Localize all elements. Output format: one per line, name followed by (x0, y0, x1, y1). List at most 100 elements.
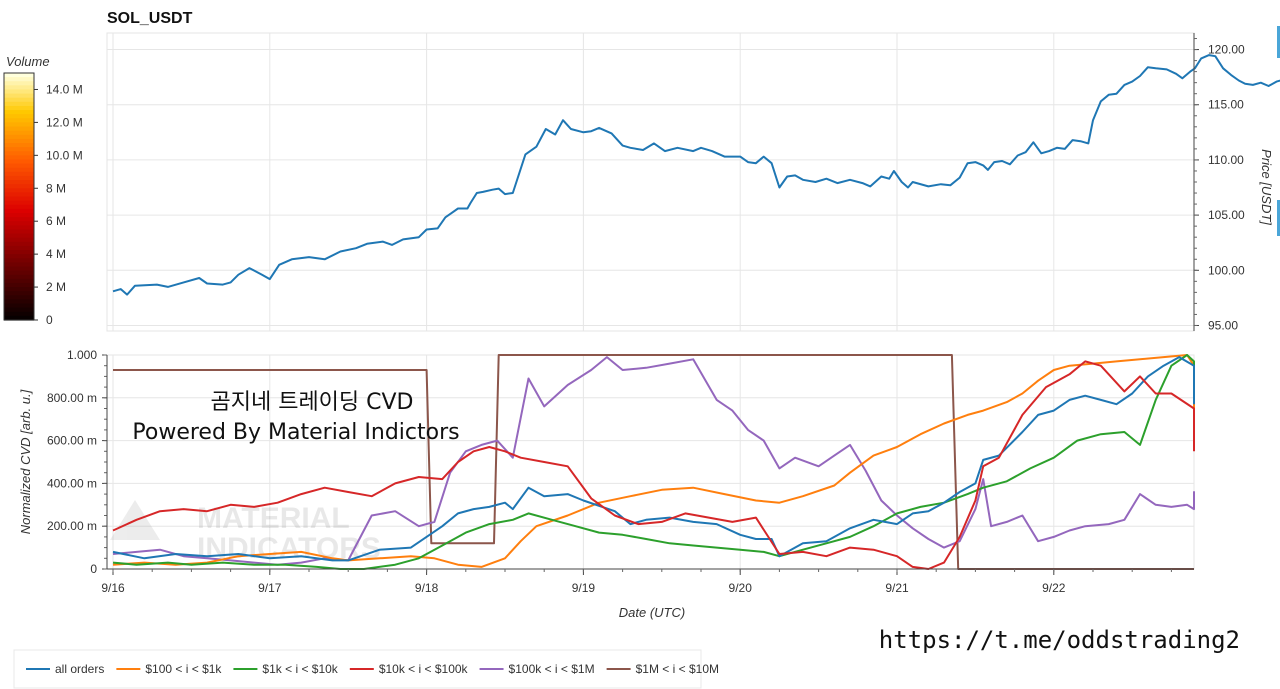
colorbar-segment (4, 155, 34, 161)
cvd-lines (112, 354, 1195, 570)
colorbar-segment (4, 266, 34, 272)
colorbar-tick-label: 4 M (46, 247, 66, 261)
cvd-y-tick-label: 600.00 m (47, 434, 97, 448)
price-panel: 95.00 100.00 105.00 110.00 115.00 120.00 Pric… (106, 32, 1280, 332)
cvd-line-s10k-100k (112, 360, 1195, 570)
colorbar-segment (4, 217, 34, 222)
colorbar-segment (4, 89, 34, 95)
colorbar-segment (4, 307, 34, 313)
volume-colorbar: Volume 0 2 M 4 M 6 M 8 M 10.0 M 12.0 M 14.0 M (3, 54, 83, 327)
colorbar-segment (4, 85, 34, 91)
colorbar-segment (4, 221, 34, 226)
colorbar-segment (4, 204, 34, 210)
colorbar-segment (4, 105, 34, 111)
price-y-tick-label: 110.00 (1208, 153, 1244, 167)
cvd-x-tick-label: 9/16 (101, 581, 125, 595)
colorbar-segment (4, 184, 34, 189)
colorbar-segment (4, 159, 34, 165)
colorbar-segment (4, 315, 34, 321)
footer-url[interactable]: https://t.me/oddstrading2 (879, 626, 1240, 654)
colorbar-tick-label: 10.0 M (46, 148, 83, 162)
colorbar-segment (4, 138, 34, 144)
price-line (112, 54, 1280, 296)
colorbar-segment (4, 114, 34, 119)
cvd-y-ticks: 0 200.00 m 400.00 m 600.00 m 800.00 m 1.000 (47, 348, 108, 576)
legend-label: all orders (55, 662, 104, 676)
colorbar-segment (4, 212, 34, 218)
legend-label: $100 < i < $1k (145, 662, 222, 676)
colorbar-segment (4, 175, 34, 181)
colorbar-segment (4, 299, 34, 305)
colorbar-segment (4, 126, 34, 132)
colorbar-tick-label: 14.0 M (46, 82, 83, 96)
colorbar-gradient (3, 72, 35, 321)
cvd-x-tick-label: 9/17 (258, 581, 282, 595)
colorbar-segment (4, 287, 34, 292)
colorbar-segment (4, 147, 34, 152)
cvd-y-tick-label: 800.00 m (47, 391, 97, 405)
colorbar-segment (4, 311, 34, 317)
price-series-line (112, 54, 1280, 296)
colorbar-tick-label: 8 M (46, 181, 66, 195)
colorbar-border (3, 72, 35, 321)
colorbar-segment (4, 101, 34, 107)
colorbar-segment (4, 171, 34, 177)
cvd-line-s100-1k (112, 354, 1195, 568)
colorbar-segment (4, 258, 34, 263)
colorbar-segment (4, 196, 34, 202)
overlay-subtitle: Powered By Material Indictors (132, 420, 459, 445)
colorbar-segment (4, 262, 34, 268)
price-y-label: Price [USDT] (1259, 149, 1274, 225)
colorbar-segment (4, 233, 34, 239)
colorbar-segment (4, 295, 34, 301)
overlay-title: 곰지네 트레이딩 CVD (210, 390, 413, 415)
colorbar-segment (4, 200, 34, 206)
price-plot-area (106, 32, 1195, 332)
colorbar-tick-label: 0 (46, 313, 53, 327)
price-y-tick-label: 120.00 (1208, 43, 1245, 57)
cvd-line-all-orders (112, 356, 1195, 562)
cvd-y-tick-label: 1.000 (67, 348, 97, 362)
colorbar-tick-label: 12.0 M (46, 115, 83, 129)
colorbar-segment (4, 122, 34, 128)
legend-label: $100k < i < $1M (509, 662, 595, 676)
colorbar-segment (4, 225, 34, 231)
legend-label: $1M < i < $10M (636, 662, 719, 676)
colorbar-segment (4, 254, 34, 259)
colorbar-segment (4, 270, 34, 276)
colorbar-segment (4, 208, 34, 214)
colorbar-segment (4, 134, 34, 140)
cvd-x-tick-label: 9/20 (729, 581, 753, 595)
colorbar-segment (4, 188, 34, 193)
colorbar-tick-label: 2 M (46, 280, 66, 294)
colorbar-segment (4, 73, 34, 78)
colorbar-segment (4, 110, 34, 115)
legend-label: $1k < i < $10k (262, 662, 338, 676)
colorbar-segment (4, 192, 34, 198)
colorbar-segment (4, 93, 34, 99)
colorbar-segment (4, 167, 34, 173)
price-y-tick-label: 95.00 (1208, 318, 1238, 332)
legend: all orders $100 < i < $1k $1k < i < $10k $1… (13, 649, 719, 689)
colorbar-segment (4, 241, 34, 247)
colorbar-segment (4, 81, 34, 86)
colorbar-segment (4, 180, 34, 185)
cvd-y-tick-label: 400.00 m (47, 476, 97, 490)
chart-title: SOL_USDT (107, 10, 193, 27)
cvd-x-tick-label: 9/21 (885, 581, 909, 595)
colorbar-ticks: 0 2 M 4 M 6 M 8 M 10.0 M 12.0 M 14.0 M (34, 82, 83, 327)
right-edge-accent-top (1277, 26, 1280, 58)
colorbar-segment (4, 291, 34, 296)
price-y-ticks: 95.00 100.00 105.00 110.00 115.00 120.00 (1193, 33, 1245, 332)
colorbar-segment (4, 151, 34, 156)
colorbar-segment (4, 278, 34, 284)
colorbar-segment (4, 118, 34, 123)
colorbar-segment (4, 237, 34, 243)
cvd-y-tick-label: 200.00 m (47, 519, 97, 533)
colorbar-segment (4, 97, 34, 103)
colorbar-segment (4, 245, 34, 251)
colorbar-segment (4, 274, 34, 280)
colorbar-segment (4, 77, 34, 82)
cvd-x-label: Date (UTC) (619, 605, 685, 620)
cvd-y-label: Normalized CVD [arb. u.] (18, 389, 33, 534)
